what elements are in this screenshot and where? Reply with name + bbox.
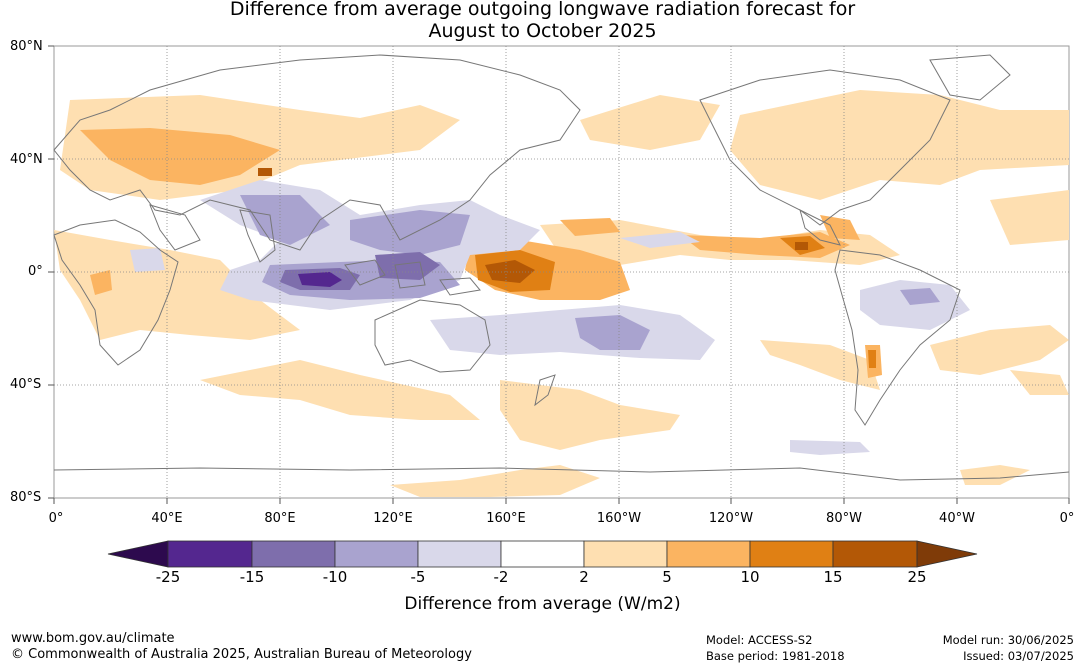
map-title-line1: Difference from average outgoing longwav… bbox=[229, 0, 856, 20]
colorbar-bin-1 bbox=[167, 540, 253, 568]
graticule bbox=[54, 46, 1069, 498]
colorbar-tick-m25: -25 bbox=[155, 568, 181, 586]
lat-label-80n: 80°N bbox=[10, 39, 43, 54]
map-title-line2: August to October 2025 bbox=[428, 20, 657, 42]
colorbar-arrow-low bbox=[107, 540, 169, 568]
colorbar-bin-3 bbox=[334, 540, 419, 568]
footer-copyright: © Commonwealth of Australia 2025, Austra… bbox=[11, 647, 472, 662]
colorbar-bin-4 bbox=[417, 540, 502, 568]
lon-label-80e: 80°E bbox=[264, 511, 296, 526]
lon-label-160e: 160°E bbox=[486, 511, 526, 526]
coastlines bbox=[53, 54, 1070, 481]
lat-label-40n: 40°N bbox=[10, 152, 43, 167]
footer-model: Model: ACCESS-S2 bbox=[706, 633, 813, 647]
colorbar-bin-8 bbox=[749, 540, 834, 568]
colorbar-tick-m2: -2 bbox=[493, 568, 509, 586]
colorbar-title: Difference from average (W/m2) bbox=[404, 594, 681, 614]
lon-label-0-west: 0° bbox=[48, 511, 64, 526]
colorbar-tick-m15: -15 bbox=[239, 568, 265, 586]
footer-url[interactable]: www.bom.gov.au/climate bbox=[11, 631, 175, 646]
footer-model-run: Model run: 30/06/2025 bbox=[942, 633, 1074, 647]
positive-anomaly-15-25 bbox=[258, 168, 808, 283]
lon-label-120w: 120°W bbox=[708, 511, 754, 526]
colorbar-tick-m5: -5 bbox=[410, 568, 426, 586]
colorbar-tick-m10: -10 bbox=[322, 568, 348, 586]
axis-ticks bbox=[48, 45, 1070, 504]
negative-anomaly-m25-m15 bbox=[298, 272, 342, 287]
lat-label-40s: 40°S bbox=[10, 377, 42, 392]
footer-issued: Issued: 03/07/2025 bbox=[963, 649, 1074, 663]
lon-label-160w: 160°W bbox=[596, 511, 642, 526]
footer-base-period: Base period: 1981-2018 bbox=[706, 649, 845, 663]
colorbar-bin-5 bbox=[500, 540, 585, 568]
colorbar-tick-15: 15 bbox=[823, 568, 843, 586]
colorbar-tick-5: 5 bbox=[662, 568, 672, 586]
lon-label-40e: 40°E bbox=[151, 511, 183, 526]
colorbar-tick-25: 25 bbox=[907, 568, 927, 586]
lon-label-120e: 120°E bbox=[373, 511, 413, 526]
colorbar-bin-9 bbox=[832, 540, 918, 568]
lat-label-80s: 80°S bbox=[10, 490, 42, 505]
colorbar-bin-2 bbox=[251, 540, 336, 568]
colorbar-tick-10: 10 bbox=[740, 568, 760, 586]
lon-label-40w: 40°W bbox=[939, 511, 975, 526]
colorbar-tick-2: 2 bbox=[579, 568, 589, 586]
lon-label-80w: 80°W bbox=[826, 511, 862, 526]
colorbar-arrow-high bbox=[916, 540, 978, 568]
lon-label-0-east: 0° bbox=[1059, 511, 1075, 526]
lat-label-0: 0° bbox=[28, 264, 43, 279]
colorbar-bin-7 bbox=[666, 540, 751, 568]
colorbar-bin-6 bbox=[583, 540, 668, 568]
positive-anomaly-2-5 bbox=[54, 90, 1069, 497]
